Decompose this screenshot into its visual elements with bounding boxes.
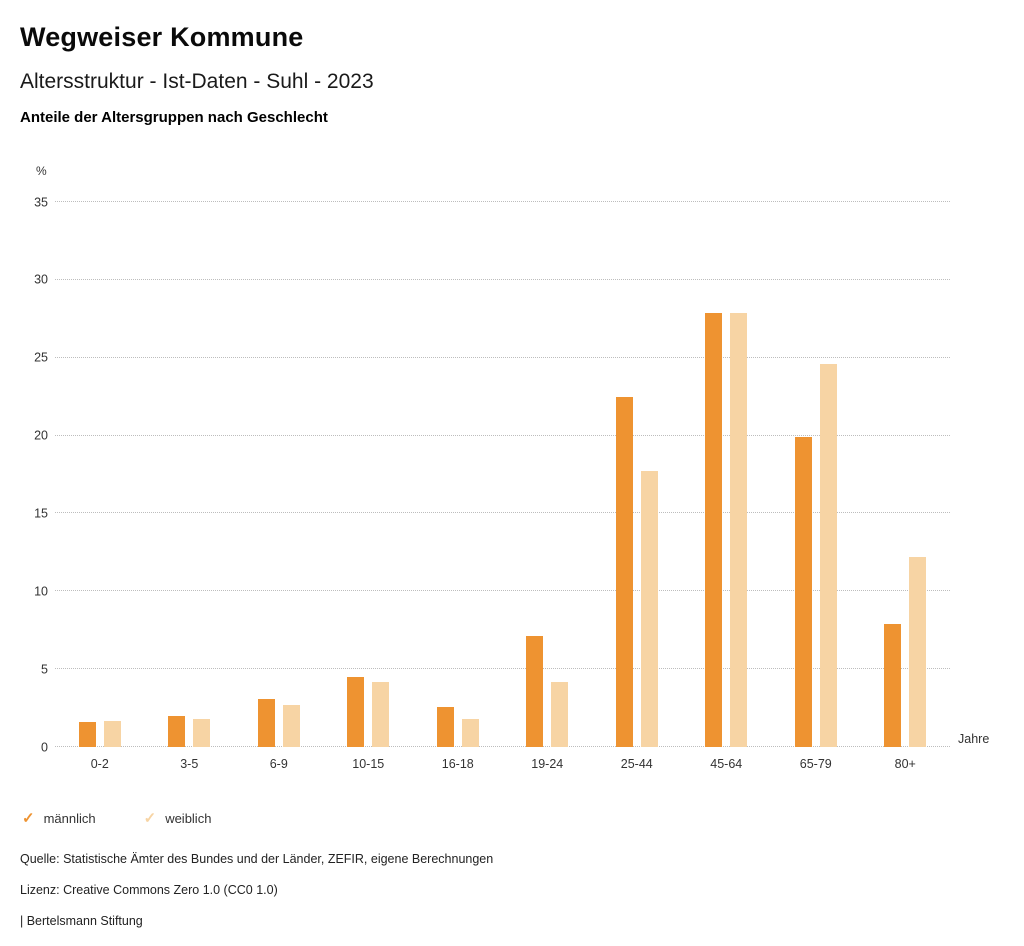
- license-note: Lizenz: Creative Commons Zero 1.0 (CC0 1…: [20, 882, 278, 897]
- gridline: [55, 590, 950, 592]
- gridline: [55, 434, 950, 436]
- x-tick-label: 45-64: [710, 757, 743, 771]
- x-tick-label: 25-44: [620, 757, 653, 771]
- bar-männlich-0-2: [78, 722, 96, 747]
- gridline: [55, 356, 950, 358]
- bar-group-25-44: 25-44: [615, 202, 658, 771]
- bar-männlich-65-79: [794, 437, 812, 747]
- bar-group-10-15: 10-15: [347, 202, 390, 771]
- y-tick-label: 35: [34, 194, 48, 209]
- check-icon: ✓: [143, 810, 157, 827]
- bar-männlich-6-9: [257, 698, 275, 747]
- x-tick-label: 10-15: [352, 757, 385, 771]
- bar-männlich-80+: [884, 624, 902, 747]
- y-tick-label: 0: [41, 739, 48, 754]
- bar-weiblich-6-9: [282, 704, 300, 747]
- footer: Quelle: Statistische Ämter des Bundes un…: [20, 852, 1004, 928]
- x-tick-label: 3-5: [180, 757, 199, 771]
- bar-group-80+: 80+: [884, 202, 927, 771]
- bar-chart: % 0-2 3-5 6-9 10-15 16-18 19-24 25-44 45-64 65-7…: [20, 162, 1004, 787]
- bar-männlich-45-64: [705, 312, 723, 747]
- source-note: Quelle: Statistische Ämter des Bundes un…: [20, 852, 494, 866]
- chart-subtitle: Altersstruktur - Ist-Daten - Suhl - 2023: [20, 70, 374, 93]
- x-axis-unit-label: Jahre: [958, 732, 990, 746]
- gridline: [55, 512, 950, 514]
- plot-area: 0-2 3-5 6-9 10-15 16-18 19-24 25-44 45-64 65-79 8…: [34, 196, 950, 771]
- x-tick-label: 16-18: [441, 757, 474, 771]
- gridline: [55, 278, 950, 280]
- gridline: [55, 746, 950, 747]
- bar-männlich-19-24: [526, 636, 544, 747]
- y-tick-label: 15: [34, 506, 48, 521]
- bar-group-19-24: 19-24: [526, 202, 569, 771]
- x-tick-label: 6-9: [269, 757, 288, 771]
- page-title: Wegweiser Kommune: [20, 22, 304, 52]
- bar-group-0-2: 0-2: [78, 202, 121, 771]
- gridline: [55, 201, 950, 202]
- bar-group-45-64: 45-64: [705, 202, 748, 771]
- y-axis-unit-label: %: [36, 164, 47, 178]
- legend-label-weiblich: weiblich: [165, 811, 212, 826]
- gridline: [55, 668, 950, 670]
- bar-group-65-79: 65-79: [794, 202, 837, 771]
- chart-heading: Anteile der Altersgruppen nach Geschlech…: [20, 109, 328, 126]
- bar-weiblich-25-44: [640, 471, 658, 747]
- bar-männlich-10-15: [347, 676, 365, 747]
- bar-weiblich-45-64: [730, 312, 748, 747]
- bar-weiblich-19-24: [551, 681, 569, 747]
- bar-weiblich-65-79: [819, 363, 837, 747]
- bar-weiblich-16-18: [461, 718, 479, 747]
- x-tick-label: 0-2: [90, 757, 109, 771]
- bar-group-16-18: 16-18: [436, 202, 479, 771]
- y-tick-label: 30: [34, 272, 48, 287]
- legend: ✓ männlich ✓ weiblich: [22, 811, 1004, 826]
- bar-group-6-9: 6-9: [257, 202, 300, 771]
- x-tick-label: 65-79: [799, 757, 832, 771]
- y-tick-label: 25: [34, 350, 48, 365]
- legend-item-weiblich[interactable]: ✓ weiblich: [144, 811, 212, 826]
- y-tick-label: 10: [34, 584, 48, 599]
- bar-männlich-16-18: [436, 706, 454, 747]
- attribution-note: | Bertelsmann Stiftung: [20, 913, 143, 928]
- bar-weiblich-80+: [909, 557, 927, 747]
- bar-männlich-25-44: [615, 396, 633, 747]
- bar-männlich-3-5: [168, 715, 186, 747]
- check-icon: ✓: [22, 810, 35, 827]
- bar-group-3-5: 3-5: [168, 202, 211, 771]
- y-tick-label: 5: [41, 661, 48, 676]
- bar-weiblich-10-15: [372, 681, 390, 747]
- x-tick-label: 80+: [894, 757, 916, 771]
- y-tick-label: 20: [34, 428, 48, 443]
- legend-label-maennlich: männlich: [43, 811, 96, 826]
- bar-weiblich-3-5: [193, 718, 211, 747]
- bar-weiblich-0-2: [103, 720, 121, 747]
- x-tick-label: 19-24: [531, 757, 564, 771]
- legend-item-maennlich[interactable]: ✓ männlich: [22, 811, 96, 826]
- bar-groups: 0-2 3-5 6-9 10-15 16-18 19-24 25-44 45-64 65-79 8…: [55, 202, 950, 771]
